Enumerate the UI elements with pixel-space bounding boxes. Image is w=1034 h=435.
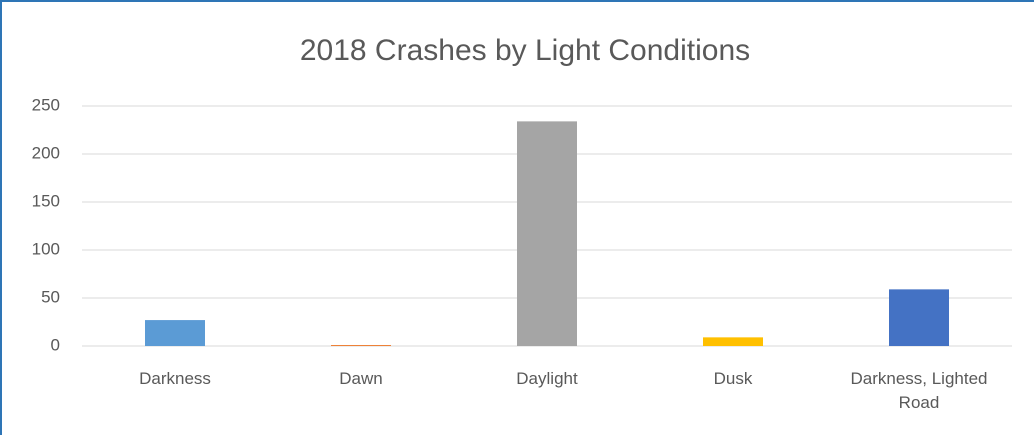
y-tick-label: 100 (32, 239, 60, 258)
bar (331, 345, 391, 346)
x-tick-label: Daylight (516, 369, 578, 388)
x-tick-label: Darkness (139, 369, 211, 388)
x-tick-label: Darkness, Lighted Road (850, 369, 988, 412)
bar (517, 121, 577, 346)
chart-title: 2018 Crashes by Light Conditions (300, 34, 750, 67)
y-tick-label: 250 (32, 95, 60, 114)
y-tick-label: 150 (32, 191, 60, 210)
x-tick-label: Dawn (339, 369, 383, 388)
y-tick-label: 0 (51, 335, 60, 354)
y-tick-label: 50 (41, 287, 60, 306)
bar (145, 320, 205, 346)
y-tick-label: 200 (32, 143, 60, 162)
bar (703, 337, 763, 346)
bar (889, 289, 949, 346)
x-tick-label: Dusk (713, 369, 753, 388)
